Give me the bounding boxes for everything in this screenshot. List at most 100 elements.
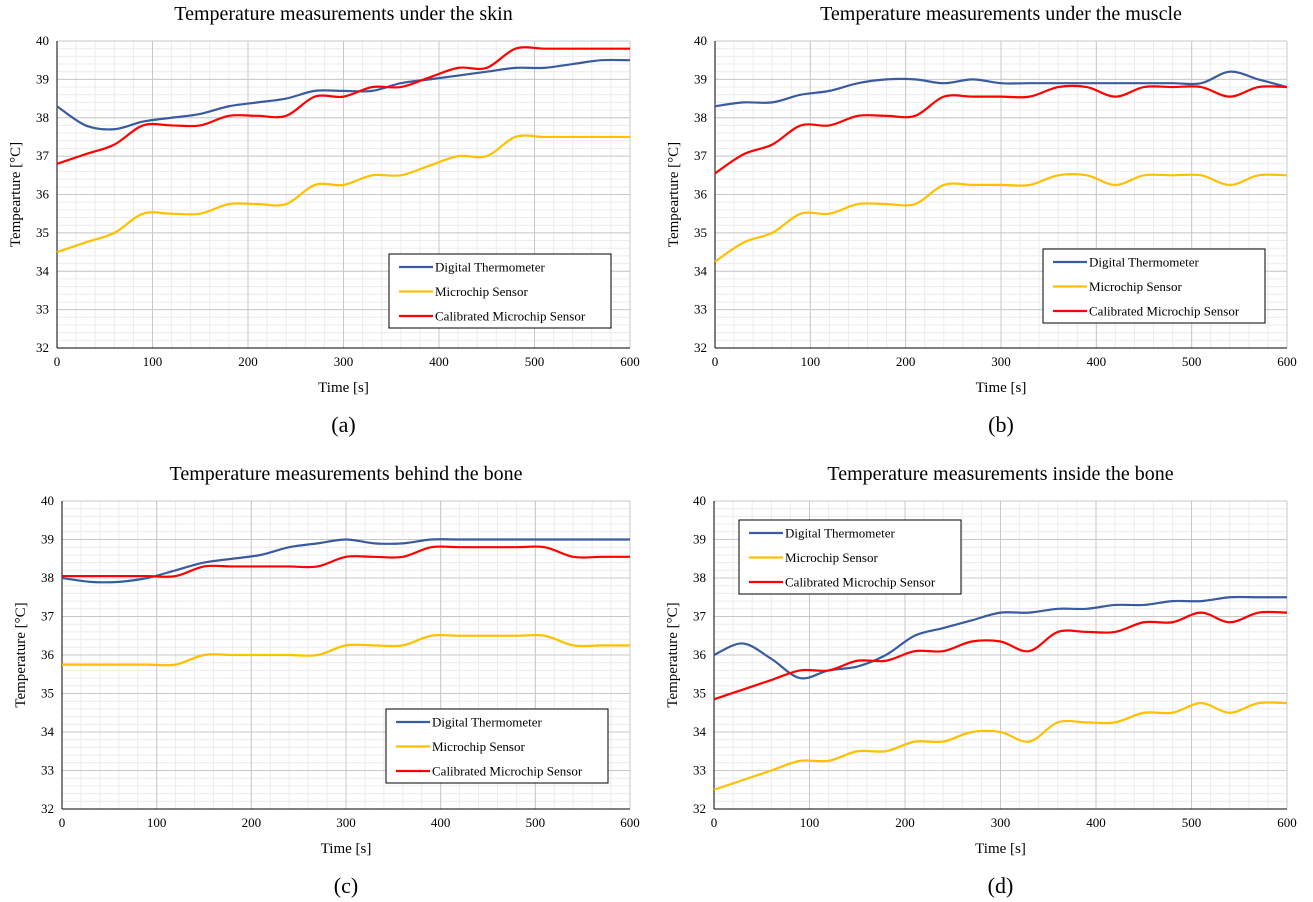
y-tick-label: 35: [694, 225, 707, 240]
y-axis-label: Temperature [°C]: [13, 602, 29, 707]
legend-label: Microchip Sensor: [435, 284, 528, 299]
y-tick-label: 40: [694, 33, 707, 48]
legend-label: Calibrated Microchip Sensor: [432, 764, 583, 779]
x-tick-label: 200: [238, 354, 258, 369]
x-tick-label: 0: [712, 354, 719, 369]
x-tick-label: 500: [525, 354, 545, 369]
y-tick-label: 34: [694, 263, 708, 278]
legend-label: Calibrated Microchip Sensor: [435, 309, 586, 324]
x-axis-label: Time [s]: [976, 380, 1027, 396]
y-tick-label: 40: [36, 33, 49, 48]
y-tick-label: 38: [694, 110, 707, 125]
x-tick-label: 500: [1182, 354, 1202, 369]
panel-caption: (c): [334, 873, 358, 898]
x-tick-label: 100: [143, 354, 163, 369]
x-tick-label: 100: [800, 815, 820, 830]
y-tick-label: 39: [693, 532, 706, 547]
x-tick-label: 500: [526, 815, 546, 830]
series-line-2: [61, 633, 630, 667]
x-tick-label: 600: [1277, 354, 1297, 369]
y-tick-label: 32: [36, 340, 49, 355]
x-tick-label: 400: [1087, 354, 1107, 369]
x-tick-label: 600: [620, 354, 640, 369]
y-tick-label: 35: [36, 225, 49, 240]
chart-title: Temperature measurements behind the bone: [170, 463, 523, 485]
y-tick-label: 35: [693, 686, 706, 701]
panel-caption: (a): [331, 412, 355, 437]
legend-label: Calibrated Microchip Sensor: [1089, 304, 1240, 319]
y-tick-label: 36: [41, 647, 55, 662]
x-tick-label: 100: [801, 354, 821, 369]
legend-label: Calibrated Microchip Sensor: [785, 575, 936, 590]
y-tick-label: 32: [41, 801, 54, 816]
y-axis-label: Tempearture [°C]: [8, 142, 24, 247]
chart-panel-b: 0 100 200 300 400 500 600 32 33 34 35 36 37 38 39 40 Tem…: [666, 3, 1297, 437]
series-line-3: [56, 46, 630, 165]
series-line-3: [713, 610, 1288, 701]
panel-caption: (b): [988, 412, 1014, 437]
x-tick-label: 400: [1086, 815, 1106, 830]
y-tick-label: 39: [694, 71, 707, 86]
x-tick-label: 400: [431, 815, 451, 830]
legend-label: Digital Thermometer: [1089, 255, 1200, 270]
y-tick-label: 32: [694, 340, 707, 355]
y-tick-label: 40: [41, 493, 54, 508]
chart-title: Temperature measurements inside the bone: [827, 463, 1173, 485]
y-axis-label: Temperature [°C]: [665, 602, 681, 707]
y-tick-label: 33: [694, 302, 707, 317]
legend-label: Microchip Sensor: [785, 550, 878, 565]
chart-panel-a: 0 100 200 300 400 500 600 32 33 34 35 36 37 38 39 40 Tem…: [8, 3, 640, 437]
x-tick-label: 0: [711, 815, 718, 830]
y-tick-label: 37: [693, 609, 707, 624]
x-tick-label: 300: [991, 815, 1011, 830]
x-axis-label: Time [s]: [318, 380, 369, 396]
y-tick-label: 32: [693, 801, 706, 816]
y-tick-label: 38: [36, 110, 49, 125]
y-tick-label: 37: [36, 148, 50, 163]
y-tick-label: 39: [36, 71, 49, 86]
chart-title: Temperature measurements under the skin: [174, 3, 512, 25]
series-line-2: [714, 173, 1288, 263]
y-tick-label: 40: [693, 493, 706, 508]
y-axis-label: Tempearture [°C]: [666, 142, 682, 247]
legend-label: Microchip Sensor: [1089, 279, 1182, 294]
chart-title: Temperature measurements under the muscl…: [820, 3, 1182, 25]
y-tick-label: 38: [41, 570, 54, 585]
series-line-1: [714, 70, 1288, 108]
legend-label: Digital Thermometer: [435, 260, 546, 275]
x-axis-label: Time [s]: [321, 841, 372, 857]
x-tick-label: 0: [59, 815, 66, 830]
x-tick-label: 300: [334, 354, 354, 369]
y-tick-label: 33: [36, 302, 49, 317]
y-tick-label: 38: [693, 570, 706, 585]
chart-panel-c: 0 100 200 300 400 500 600 32 33 34 35 36 37 38 39 40 Tem…: [13, 463, 640, 898]
legend: Digital Thermometer Microchip Sensor Calib…: [388, 253, 612, 329]
x-tick-label: 0: [54, 354, 61, 369]
y-tick-label: 36: [36, 187, 50, 202]
x-tick-label: 300: [991, 354, 1011, 369]
x-tick-label: 600: [620, 815, 640, 830]
x-tick-label: 500: [1182, 815, 1202, 830]
y-tick-label: 36: [693, 647, 707, 662]
series-line-3: [714, 84, 1288, 175]
x-tick-label: 200: [242, 815, 262, 830]
x-tick-label: 300: [336, 815, 356, 830]
series-line-2: [56, 134, 630, 254]
panel-caption: (d): [988, 873, 1014, 898]
y-tick-label: 34: [41, 724, 55, 739]
y-tick-label: 37: [41, 609, 55, 624]
y-tick-label: 35: [41, 686, 54, 701]
y-tick-label: 34: [36, 263, 50, 278]
series-line-3: [62, 545, 630, 578]
chart-panel-d: 0 100 200 300 400 500 600 32 33 34 35 36 37 38 39 40 Tem…: [665, 463, 1297, 898]
x-tick-label: 400: [429, 354, 449, 369]
x-tick-label: 200: [895, 815, 915, 830]
x-tick-label: 200: [896, 354, 916, 369]
y-tick-label: 39: [41, 532, 54, 547]
y-tick-label: 36: [694, 187, 708, 202]
legend: Digital Thermometer Microchip Sensor Calib…: [738, 519, 962, 595]
y-tick-label: 37: [694, 148, 708, 163]
x-axis-label: Time [s]: [975, 841, 1026, 857]
series-line-2: [713, 701, 1288, 791]
